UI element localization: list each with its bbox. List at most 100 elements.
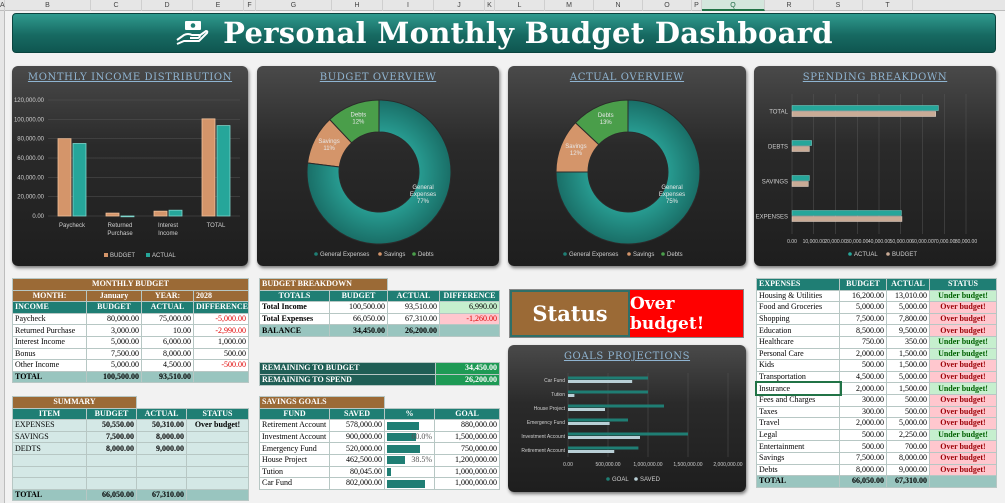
expense-cell[interactable]: 8,500.00 <box>839 324 887 337</box>
monthly-budget-cell[interactable]: 1,000.00 <box>192 335 250 349</box>
budget-breakdown-cell[interactable]: -1,260.00 <box>439 312 500 326</box>
expense-cell[interactable]: 500.00 <box>886 405 930 419</box>
expense-cell[interactable]: 5,000.00 <box>886 417 930 430</box>
monthly-budget-cell[interactable]: 3,000.00 <box>86 324 142 337</box>
expense-status-badge[interactable]: Under budget! <box>929 335 997 349</box>
table-row[interactable]: Car Fund 802,000.00 1,000,000.00 <box>259 477 501 490</box>
monthly-budget-cell[interactable]: 7,500.00 <box>86 347 142 361</box>
savings-fund-cell[interactable]: Investment Account <box>259 430 330 444</box>
expense-cell[interactable]: Legal <box>756 428 840 442</box>
savings-goal-cell[interactable]: 1,000,000.00 <box>434 465 501 479</box>
actual-overview-panel[interactable]: ACTUAL OVERVIEW General Expenses 75% Saving… <box>508 66 746 266</box>
column-header-o[interactable]: O <box>643 0 692 11</box>
expense-status-badge[interactable]: Over budget! <box>929 359 997 372</box>
monthly-budget-cell[interactable]: Other Income <box>12 359 87 372</box>
summary-empty-cell[interactable] <box>186 453 250 467</box>
expense-cell[interactable]: Healthcare <box>756 335 840 349</box>
summary-cell[interactable]: 8,000.00 <box>136 430 188 444</box>
summary-cell[interactable]: 50,550.00 <box>85 419 138 432</box>
budget-breakdown-cell[interactable]: BALANCE <box>259 324 330 337</box>
expense-status-badge[interactable]: Under budget! <box>929 289 997 303</box>
table-row[interactable]: Returned Purchase 3,000.00 10.00 -2,990.00 <box>12 324 250 337</box>
table-row[interactable]: Food and Groceries 5,000.00 5,000.00 Over b… <box>756 301 997 314</box>
month-value[interactable]: January <box>86 289 142 303</box>
savings-saved-cell[interactable]: 520,000.00 <box>328 442 386 455</box>
table-row[interactable]: Total Income 100,500.00 93,510.00 6,990.00 <box>259 301 500 314</box>
expense-cell[interactable]: 8,000.00 <box>886 451 930 465</box>
table-row[interactable]: Retirement Account 578,000.00 880,000.00 <box>259 419 501 432</box>
monthly-budget-cell[interactable]: -5,000.00 <box>192 312 250 326</box>
expense-cell[interactable]: 9,500.00 <box>886 324 930 337</box>
expense-status-badge[interactable]: Over budget! <box>929 440 997 453</box>
expense-status-badge[interactable]: Over budget! <box>929 405 997 419</box>
table-row[interactable]: Debts 8,000.00 9,000.00 Over budget! <box>756 463 997 477</box>
expense-status-badge[interactable]: Under budget! <box>929 382 997 395</box>
column-header-i[interactable]: I <box>383 0 434 11</box>
savings-goal-cell[interactable]: 880,000.00 <box>434 419 501 432</box>
column-header-s[interactable]: S <box>814 0 863 11</box>
expense-cell[interactable]: 500.00 <box>839 440 887 453</box>
savings-progress-cell[interactable] <box>384 419 436 432</box>
expense-status-badge[interactable]: Over budget! <box>929 370 997 384</box>
expense-cell[interactable]: Housing & Utilities <box>756 289 840 303</box>
table-row[interactable]: Shopping 7,500.00 7,800.00 Over budget! <box>756 312 997 326</box>
summary-empty-cell[interactable] <box>136 477 188 490</box>
budget-breakdown-cell[interactable]: Total Expenses <box>259 312 330 326</box>
table-row[interactable]: Kids 500.00 1,500.00 Over budget! <box>756 359 997 372</box>
savings-saved-cell[interactable]: 80,045.00 <box>328 465 386 479</box>
expense-cell[interactable]: 7,500.00 <box>839 451 887 465</box>
expense-cell[interactable]: Personal Care <box>756 347 840 361</box>
expense-cell[interactable]: 7,800.00 <box>886 312 930 326</box>
summary-cell[interactable]: Over budget! <box>186 419 250 432</box>
expense-cell[interactable]: Insurance <box>754 380 842 397</box>
savings-saved-cell[interactable]: 462,500.00 <box>328 453 386 467</box>
summary-empty-cell[interactable] <box>85 465 138 479</box>
monthly-budget-cell[interactable]: -2,990.00 <box>192 324 250 337</box>
monthly-budget-cell[interactable]: 4,500.00 <box>141 359 194 372</box>
goals-chart-panel[interactable]: GOALS PROJECTIONS 0.00 500,000.00 1,000,00… <box>508 345 746 492</box>
savings-goal-cell[interactable]: 1,000,000.00 <box>434 477 501 490</box>
summary-empty-cell[interactable] <box>186 465 250 479</box>
column-header-n[interactable]: N <box>594 0 643 11</box>
monthly-budget-cell[interactable]: 6,000.00 <box>141 335 194 349</box>
expense-cell[interactable]: 7,500.00 <box>839 312 887 326</box>
remaining-to-budget-value[interactable]: 34,450.00 <box>435 362 500 375</box>
expense-cell[interactable]: 1,500.00 <box>886 359 930 372</box>
savings-fund-cell[interactable]: Car Fund <box>259 477 330 490</box>
summary-empty-cell[interactable] <box>136 453 188 467</box>
expense-cell[interactable]: 5,000.00 <box>886 370 930 384</box>
expense-cell[interactable]: 2,000.00 <box>839 382 887 395</box>
summary-empty-cell[interactable] <box>85 477 138 490</box>
table-row[interactable]: Investment Account 900,000.00 60.0% 1,500,0… <box>259 430 501 444</box>
column-header-l[interactable]: L <box>495 0 545 11</box>
savings-fund-cell[interactable]: Retirement Account <box>259 419 330 432</box>
table-row[interactable]: BALANCE 34,450.00 26,200.00 <box>259 324 500 337</box>
summary-cell[interactable]: DEDTS <box>12 442 87 455</box>
summary-empty-cell[interactable] <box>136 465 188 479</box>
monthly-budget-cell[interactable]: -500.00 <box>192 359 250 372</box>
summary-cell[interactable] <box>186 430 250 444</box>
table-row[interactable]: Personal Care 2,000.00 1,500.00 Under budge… <box>756 347 997 361</box>
summary-empty-cell[interactable] <box>12 453 87 467</box>
expense-cell[interactable]: 700.00 <box>886 440 930 453</box>
column-header-d[interactable]: D <box>142 0 193 11</box>
summary-cell[interactable]: 7,500.00 <box>85 430 138 444</box>
table-row[interactable]: Insurance 2,000.00 1,500.00 Under budget! <box>754 380 997 397</box>
budget-breakdown-cell[interactable]: 34,450.00 <box>329 324 388 337</box>
savings-progress-cell[interactable]: 38.5% <box>384 453 436 467</box>
monthly-budget-cell[interactable]: Bonus <box>12 347 87 361</box>
status-value[interactable]: Over budget! <box>630 290 743 337</box>
table-row[interactable]: EXPENSES 50,550.00 50,310.00 Over budget! <box>12 419 250 432</box>
expense-cell[interactable]: 2,250.00 <box>886 428 930 442</box>
expense-status-badge[interactable]: Over budget! <box>929 417 997 430</box>
table-row[interactable]: Entertainment 500.00 700.00 Over budget! <box>756 440 997 453</box>
budget-breakdown-cell[interactable]: 100,500.00 <box>329 301 388 314</box>
expense-cell[interactable]: 500.00 <box>839 428 887 442</box>
budget-breakdown-cell[interactable]: Total Income <box>259 301 330 314</box>
budget-breakdown-cell[interactable] <box>439 324 500 337</box>
expense-cell[interactable]: 16,200.00 <box>839 289 887 303</box>
table-row[interactable]: Interest Income 5,000.00 6,000.00 1,000.00 <box>12 335 250 349</box>
expense-cell[interactable]: 350.00 <box>886 335 930 349</box>
expense-cell[interactable]: Shopping <box>756 312 840 326</box>
expense-cell[interactable]: 4,500.00 <box>839 370 887 384</box>
